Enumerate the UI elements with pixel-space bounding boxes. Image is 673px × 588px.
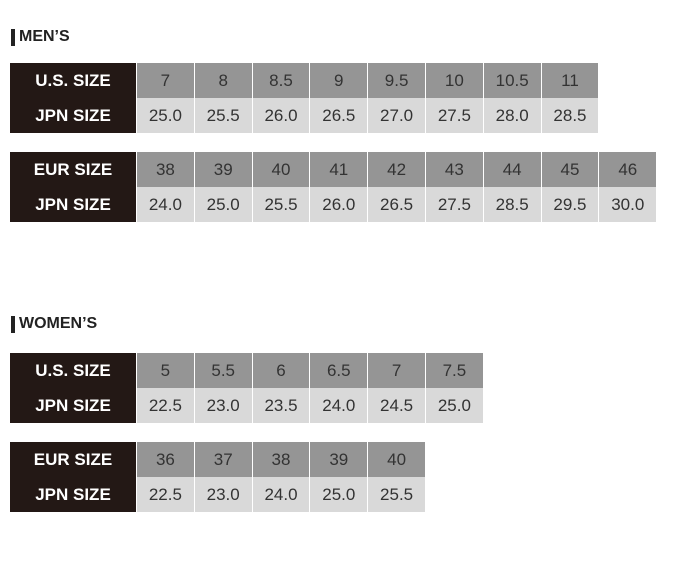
size-cell: 26.5 xyxy=(368,187,425,222)
size-cell: 27.5 xyxy=(425,187,483,222)
row-label: JPN SIZE xyxy=(10,98,136,133)
size-cell: 26.0 xyxy=(310,187,368,222)
size-cell: 24.0 xyxy=(310,388,368,423)
size-cell: 5.5 xyxy=(194,353,252,388)
size-cell: 26.0 xyxy=(252,98,310,133)
size-cell: 25.0 xyxy=(310,477,368,512)
size-cell: 44 xyxy=(483,152,541,187)
size-cell: 28.5 xyxy=(541,98,599,133)
size-cell: 25.5 xyxy=(194,98,252,133)
size-cell: 22.5 xyxy=(137,477,194,512)
size-table: U.S. SIZE 5 5.5 6 6.5 7 7.5 JPN SIZE 22.5 23.0 23.… xyxy=(10,353,483,423)
size-cell: 27.5 xyxy=(425,98,483,133)
heading-text: WOMEN’S xyxy=(19,315,98,332)
row-label: EUR SIZE xyxy=(10,442,136,477)
table-row: EUR SIZE 38 39 40 41 42 43 44 45 46 xyxy=(10,152,657,187)
size-cell: 23.0 xyxy=(194,477,252,512)
table-row: JPN SIZE 22.5 23.0 23.5 24.0 24.5 25.0 xyxy=(10,388,483,423)
size-cell: 7 xyxy=(137,63,194,98)
table-row: U.S. SIZE 7 8 8.5 9 9.5 10 10.5 11 xyxy=(10,63,599,98)
size-cell: 10.5 xyxy=(483,63,541,98)
size-cell: 30.0 xyxy=(599,187,657,222)
size-cell: 28.0 xyxy=(483,98,541,133)
size-cell: 10 xyxy=(425,63,483,98)
size-table: U.S. SIZE 7 8 8.5 9 9.5 10 10.5 11 JPN SIZE 25.0 25… xyxy=(10,63,599,133)
size-cell: 24.0 xyxy=(252,477,310,512)
row-label: EUR SIZE xyxy=(10,152,136,187)
size-cell: 23.5 xyxy=(252,388,310,423)
table-row: EUR SIZE 36 37 38 39 40 xyxy=(10,442,425,477)
size-cell: 43 xyxy=(425,152,483,187)
size-cell: 7.5 xyxy=(425,353,483,388)
size-cell: 25.0 xyxy=(425,388,483,423)
size-cell: 42 xyxy=(368,152,425,187)
heading-bar xyxy=(11,315,15,333)
size-cell: 36 xyxy=(137,442,194,477)
size-cell: 24.5 xyxy=(368,388,425,423)
size-cell: 8 xyxy=(194,63,252,98)
row-label: JPN SIZE xyxy=(10,477,136,512)
size-table: EUR SIZE 36 37 38 39 40 JPN SIZE 22.5 23.0 24.0 25… xyxy=(10,442,425,512)
size-cell: 27.0 xyxy=(368,98,425,133)
table-row: JPN SIZE 25.0 25.5 26.0 26.5 27.0 27.5 28.0 28.5 xyxy=(10,98,599,133)
size-table: EUR SIZE 38 39 40 41 42 43 44 45 46 JPN SIZE 24.0 25… xyxy=(10,152,657,222)
table-row: JPN SIZE 24.0 25.0 25.5 26.0 26.5 27.5 28.5 29.5… xyxy=(10,187,657,222)
size-cell: 24.0 xyxy=(137,187,194,222)
size-cell: 25.0 xyxy=(137,98,194,133)
size-cell: 45 xyxy=(541,152,599,187)
size-cell: 39 xyxy=(310,442,368,477)
size-cell: 40 xyxy=(252,152,310,187)
size-cell: 46 xyxy=(599,152,657,187)
row-label: JPN SIZE xyxy=(10,187,136,222)
size-cell: 40 xyxy=(368,442,425,477)
size-cell: 25.5 xyxy=(368,477,425,512)
size-cell: 9.5 xyxy=(368,63,425,98)
size-cell: 29.5 xyxy=(541,187,599,222)
size-cell: 11 xyxy=(541,63,599,98)
size-cell: 25.0 xyxy=(194,187,252,222)
size-cell: 7 xyxy=(368,353,425,388)
table-row: U.S. SIZE 5 5.5 6 6.5 7 7.5 xyxy=(10,353,483,388)
size-cell: 39 xyxy=(194,152,252,187)
section-heading: WOMEN’S xyxy=(11,314,97,334)
size-cell: 23.0 xyxy=(194,388,252,423)
table-row: JPN SIZE 22.5 23.0 24.0 25.0 25.5 xyxy=(10,477,425,512)
size-cell: 37 xyxy=(194,442,252,477)
size-cell: 22.5 xyxy=(137,388,194,423)
size-cell: 38 xyxy=(137,152,194,187)
size-cell: 5 xyxy=(137,353,194,388)
size-cell: 6 xyxy=(252,353,310,388)
row-label: U.S. SIZE xyxy=(10,63,136,98)
heading-bar xyxy=(11,28,15,46)
size-cell: 41 xyxy=(310,152,368,187)
size-cell: 9 xyxy=(310,63,368,98)
size-cell: 26.5 xyxy=(310,98,368,133)
size-cell: 8.5 xyxy=(252,63,310,98)
row-label: U.S. SIZE xyxy=(10,353,136,388)
section-heading: MEN’S xyxy=(11,27,70,47)
row-label: JPN SIZE xyxy=(10,388,136,423)
size-cell: 38 xyxy=(252,442,310,477)
size-cell: 25.5 xyxy=(252,187,310,222)
size-cell: 6.5 xyxy=(310,353,368,388)
heading-text: MEN’S xyxy=(19,28,70,45)
size-cell: 28.5 xyxy=(483,187,541,222)
